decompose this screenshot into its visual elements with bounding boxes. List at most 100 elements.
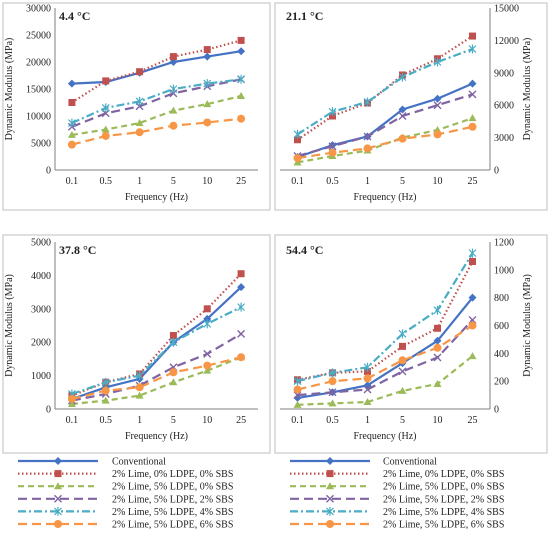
- panel-label: 54.4 °C: [286, 243, 323, 257]
- data-point: [203, 79, 212, 89]
- series-2: [294, 257, 476, 384]
- data-point: [203, 118, 212, 127]
- series-line: [71, 286, 242, 401]
- chart-panel-2: 0 3000 6000 9000 12000 15000 0.1 0.5 1 5 10 25 Frequ…: [274, 2, 548, 211]
- y-tick-label: 1200: [494, 238, 514, 249]
- legend-entry: 2% Lime, 5% LDPE, 2% SBS: [290, 494, 504, 505]
- legend-marker: [326, 457, 334, 465]
- legend-label: 2% Lime, 0% LDPE, 0% SBS: [383, 469, 504, 480]
- data-point: [328, 368, 337, 378]
- legend-label: 2% Lime, 5% LDPE, 0% SBS: [383, 482, 504, 493]
- data-point: [169, 368, 178, 377]
- data-point: [203, 366, 212, 374]
- x-tick-label: 0.1: [291, 176, 304, 187]
- x-tick-label: 0.5: [326, 176, 339, 187]
- data-point: [328, 399, 337, 407]
- legend-marker: [326, 494, 334, 503]
- legend-marker: [326, 506, 334, 516]
- legend-label: 2% Lime, 5% LDPE, 2% SBS: [112, 494, 233, 505]
- data-point: [203, 100, 212, 108]
- x-tick-label: 25: [236, 176, 246, 187]
- y-tick-label: 0: [46, 405, 51, 416]
- data-point: [363, 374, 372, 383]
- data-point: [101, 131, 110, 140]
- x-tick-label: 10: [202, 415, 212, 426]
- series-line: [71, 94, 242, 136]
- data-point: [67, 118, 76, 128]
- data-point: [135, 371, 144, 381]
- data-point: [363, 385, 372, 394]
- data-point: [468, 293, 477, 302]
- series-3: [67, 92, 246, 138]
- legend-label: 2% Lime, 5% LDPE, 6% SBS: [383, 520, 504, 531]
- data-point: [468, 352, 477, 360]
- y-tick-label: 30000: [26, 4, 51, 15]
- legend-label: 2% Lime, 5% LDPE, 2% SBS: [383, 494, 504, 505]
- y-tick-label: 200: [494, 377, 509, 388]
- data-point: [237, 74, 246, 84]
- y-tick-label: 9000: [494, 68, 514, 79]
- x-tick-label: 25: [468, 176, 478, 187]
- data-point: [433, 57, 442, 67]
- data-point: [328, 377, 337, 386]
- panel-frame: [2, 2, 271, 211]
- x-tick-label: 10: [433, 176, 443, 187]
- data-point: [398, 329, 407, 339]
- series-5: [67, 302, 246, 399]
- x-axis-title: Frequency (Hz): [353, 192, 416, 203]
- legend-entry: Conventional: [18, 457, 166, 468]
- chart-panel-3: 0 1000 2000 3000 4000 5000 0.1 0.5 1 5 10 25 Frequen…: [2, 234, 271, 454]
- data-point: [398, 356, 407, 365]
- legend-label: 2% Lime, 5% LDPE, 4% SBS: [112, 507, 233, 518]
- panel-frame: [274, 2, 548, 211]
- data-point: [293, 154, 302, 163]
- legend-marker: [326, 470, 334, 478]
- y-tick-label: 5000: [31, 139, 51, 150]
- data-point: [169, 378, 178, 386]
- x-tick-label: 1: [365, 176, 370, 187]
- x-tick-label: 25: [236, 415, 246, 426]
- data-point: [203, 305, 211, 313]
- y-tick-label: 4000: [31, 271, 51, 282]
- series-5: [293, 44, 477, 139]
- data-point: [434, 324, 441, 332]
- series-4: [293, 90, 477, 160]
- series-line: [71, 78, 242, 125]
- series-1: [293, 293, 477, 402]
- panel-label: 21.1 °C: [286, 9, 323, 23]
- series-4: [293, 315, 477, 400]
- legend-entry: 2% Lime, 5% LDPE, 4% SBS: [18, 506, 233, 518]
- series-line: [297, 252, 474, 383]
- series-6: [293, 122, 477, 163]
- x-tick-label: 10: [433, 415, 443, 426]
- data-point: [136, 68, 144, 76]
- x-tick-label: 1: [137, 176, 142, 187]
- panel-frame: [274, 234, 548, 454]
- y-tick-label: 0: [494, 405, 499, 416]
- data-point: [469, 32, 476, 40]
- legend-marker: [54, 494, 62, 503]
- data-point: [293, 129, 302, 139]
- series-line: [297, 125, 473, 160]
- y-tick-label: 15000: [494, 4, 519, 15]
- data-point: [169, 84, 178, 94]
- legend-marker: [326, 520, 334, 528]
- x-tick-label: 5: [400, 415, 405, 426]
- legend-marker: [54, 506, 62, 516]
- y-tick-label: 2000: [31, 338, 51, 349]
- data-point: [293, 385, 302, 394]
- legend-label: 2% Lime, 5% LDPE, 0% SBS: [112, 482, 233, 493]
- y-tick-label: 0: [494, 166, 499, 177]
- series-line: [297, 324, 474, 391]
- legend-entry: Conventional: [290, 457, 437, 468]
- data-point: [328, 388, 337, 397]
- series-line: [71, 78, 242, 128]
- legend-entry: 2% Lime, 0% LDPE, 0% SBS: [290, 469, 504, 480]
- data-point: [469, 257, 476, 265]
- data-point: [468, 90, 477, 99]
- series-6: [67, 353, 246, 403]
- data-point: [237, 36, 245, 44]
- series-line: [297, 82, 473, 159]
- y-tick-label: 0: [46, 166, 51, 177]
- data-point: [433, 336, 442, 345]
